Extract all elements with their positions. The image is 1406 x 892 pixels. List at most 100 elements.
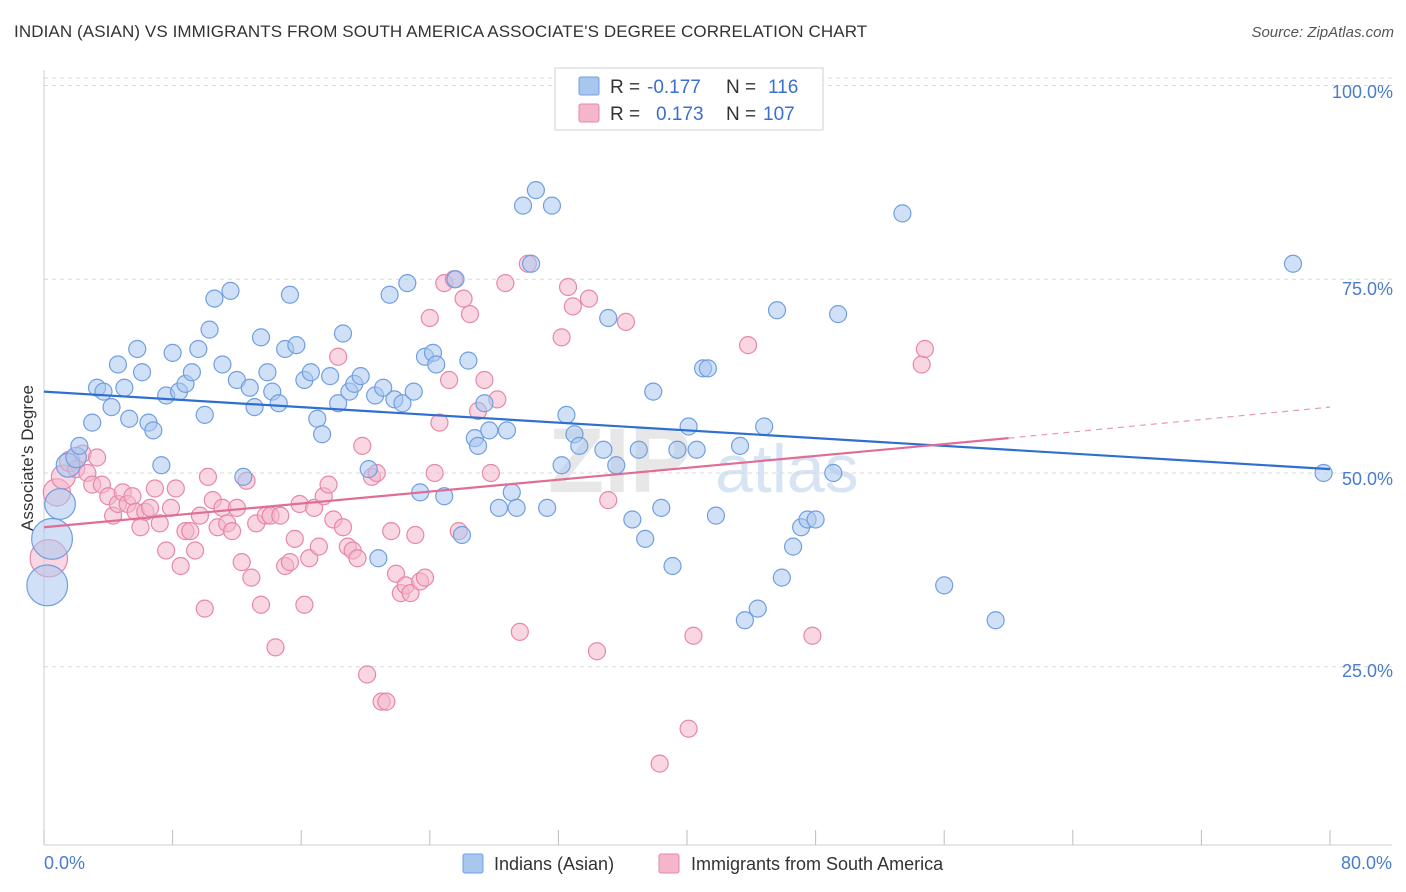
bottom-legend-label-indians: Indians (Asian): [494, 854, 614, 874]
legend-r-value-1: -0.177: [647, 77, 701, 98]
indians-point-64: [446, 270, 465, 289]
indians-point-91: [652, 498, 671, 517]
immigrants-point-85: [460, 305, 480, 324]
indians-point-88: [629, 440, 648, 459]
indians-point-99: [730, 436, 750, 455]
immigrants-point-77: [420, 308, 439, 328]
indians-point-74: [507, 498, 526, 517]
indians-point-11: [115, 378, 134, 397]
indians-point-85: [599, 308, 618, 328]
indians-point-56: [393, 394, 412, 413]
indians-point-23: [189, 339, 208, 359]
immigrants-point-15: [123, 487, 142, 506]
indians-point-50: [359, 460, 378, 479]
immigrants-point-68: [377, 692, 396, 711]
source-label: Source: ZipAtlas.com: [1251, 24, 1394, 41]
indians-point-101: [748, 599, 767, 618]
immigrants-point-69: [382, 522, 401, 541]
indians-point-54: [380, 285, 399, 304]
x-axis-ticks: [43, 830, 1331, 845]
indians-point-14: [132, 363, 152, 382]
legend-box: [554, 67, 824, 131]
immigrants-point-48: [280, 553, 300, 572]
immigrants-point-28: [186, 541, 205, 560]
indians-point-6: [83, 413, 102, 432]
immigrants-point-40: [242, 568, 261, 587]
indians-point-112: [935, 576, 954, 595]
indians-point-93: [668, 440, 687, 459]
immigrants-point-58: [329, 347, 348, 366]
immigrants-point-17: [131, 518, 150, 537]
y-tick-label-100: 100.0%: [1332, 82, 1393, 102]
immigrants-point-73: [401, 584, 420, 603]
bottom-legend-swatch-pink: [658, 853, 680, 874]
indians-point-80: [552, 456, 571, 475]
immigrants-point-52: [300, 549, 319, 568]
indians-point-62: [427, 355, 446, 374]
immigrants-point-91: [510, 622, 529, 641]
immigrants-point-46: [271, 506, 290, 525]
immigrants-point-81: [439, 370, 459, 390]
immigrants-point-45: [266, 638, 285, 657]
indians-point-5: [70, 436, 89, 455]
immigrants-point-99: [616, 312, 636, 331]
indians-point-28: [221, 281, 240, 300]
trend-line-immigrants: [43, 437, 1009, 529]
indians-point-42: [308, 409, 327, 428]
trend-line-immigrants-extrapolated: [1008, 406, 1331, 439]
immigrants-point-8: [87, 448, 107, 467]
immigrants-point-56: [319, 475, 338, 494]
immigrants-point-95: [563, 297, 582, 316]
indians-point-90: [644, 382, 663, 401]
legend-n-label-2: N =: [726, 104, 756, 125]
immigrants-point-42: [251, 595, 271, 614]
series-immigrants-south-america: [29, 254, 935, 773]
indians-point-77: [526, 181, 545, 200]
immigrants-point-38: [232, 553, 251, 572]
immigrants-point-96: [579, 289, 599, 308]
indians-point-113: [986, 611, 1005, 630]
indians-point-65: [452, 525, 472, 545]
immigrants-point-29: [190, 506, 210, 525]
indians-point-81: [557, 405, 576, 424]
indians-point-68: [468, 436, 488, 455]
indians-point-57: [398, 274, 417, 293]
x-tick-label-0: 0.0%: [44, 853, 85, 873]
legend-n-value-2: 107: [763, 104, 795, 125]
immigrants-point-84: [454, 289, 473, 308]
immigrants-point-104: [803, 626, 822, 645]
immigrants-point-59: [333, 518, 353, 537]
indians-point-102: [755, 417, 774, 436]
immigrants-point-90: [496, 274, 515, 293]
indians-point-94: [679, 417, 698, 436]
indians-point-92: [663, 556, 682, 576]
indians-point-52: [369, 549, 388, 568]
immigrants-point-97: [587, 642, 607, 661]
indians-point-72: [497, 421, 517, 440]
immigrants-point-21: [150, 514, 169, 533]
indians-point-49: [351, 367, 370, 386]
immigrants-point-94: [558, 277, 578, 297]
indians-point-103: [767, 301, 787, 320]
immigrants-point-23: [161, 498, 181, 517]
indians-point-44: [321, 367, 340, 386]
indians-point-24: [195, 405, 214, 424]
immigrants-point-20: [145, 479, 165, 498]
indians-point-9: [102, 398, 121, 417]
y-tick-label-25: 25.0%: [1342, 661, 1393, 681]
immigrants-point-87: [475, 370, 494, 390]
indians-point-70: [480, 421, 499, 440]
indians-point-71: [489, 498, 509, 517]
indians-point-66: [459, 351, 478, 370]
immigrants-point-30: [195, 599, 214, 618]
indians-point-30: [234, 467, 253, 486]
indians-point-79: [542, 196, 562, 215]
indians-point-105: [783, 537, 803, 556]
y-tick-labels: 100.0% 75.0% 50.0% 25.0%: [1332, 82, 1393, 681]
indians-point-36: [269, 394, 288, 413]
immigrants-point-93: [552, 328, 571, 347]
indians-point-87: [623, 510, 642, 529]
indians-point-31: [240, 378, 259, 397]
immigrants-point-25: [171, 556, 190, 576]
